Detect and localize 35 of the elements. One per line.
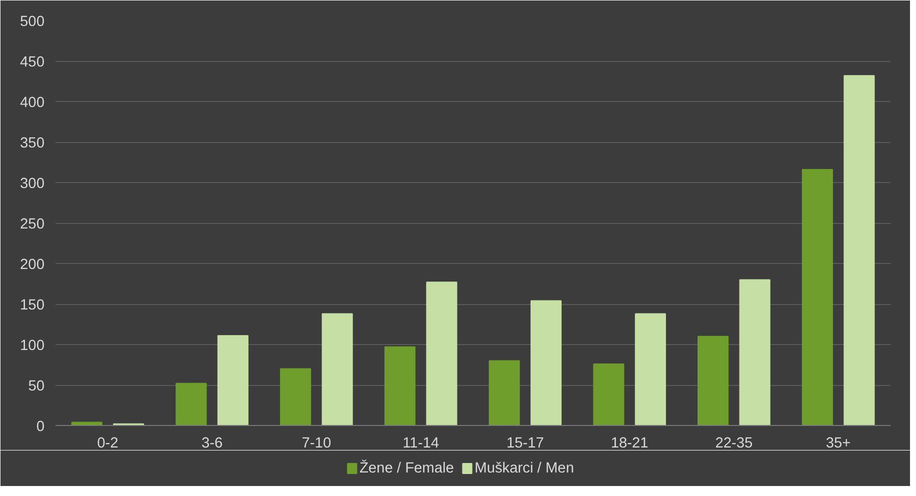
bar — [322, 313, 353, 426]
y-tick-label: 100 — [20, 338, 45, 354]
y-tick-label: 200 — [20, 257, 45, 273]
legend-label: Muškarci / Men — [474, 460, 574, 476]
bar — [844, 75, 875, 426]
bar — [593, 363, 624, 426]
x-tick-label: 35+ — [826, 436, 851, 452]
y-tick-label: 500 — [20, 14, 45, 30]
bar — [384, 346, 416, 426]
x-tick-label: 0-2 — [97, 436, 118, 452]
y-tick-label: 50 — [28, 378, 45, 394]
bar — [802, 169, 833, 426]
x-tick-label: 22-35 — [715, 436, 753, 452]
bar — [217, 335, 248, 426]
x-tick-label: 3-6 — [201, 436, 223, 452]
bar — [698, 336, 729, 426]
bar — [176, 382, 207, 426]
bar — [280, 368, 312, 426]
legend-label: Žene / Female — [359, 460, 454, 476]
x-tick-label: 18-21 — [610, 436, 648, 452]
y-tick-label: 250 — [20, 216, 45, 232]
y-tick-label: 300 — [20, 176, 45, 192]
bar — [634, 313, 666, 426]
x-tick-label: 15-17 — [506, 436, 544, 452]
x-tick-label: 7-10 — [302, 436, 332, 452]
bar — [426, 282, 458, 426]
y-tick-label: 450 — [20, 54, 45, 70]
y-tick-label: 350 — [20, 136, 45, 152]
y-tick-label: 400 — [20, 95, 45, 111]
bar — [530, 300, 562, 426]
y-tick-label: 0 — [36, 419, 45, 435]
y-tick-label: 150 — [20, 298, 45, 314]
x-tick-label: 11-14 — [402, 436, 440, 452]
bar — [488, 360, 520, 426]
bar — [739, 279, 770, 426]
